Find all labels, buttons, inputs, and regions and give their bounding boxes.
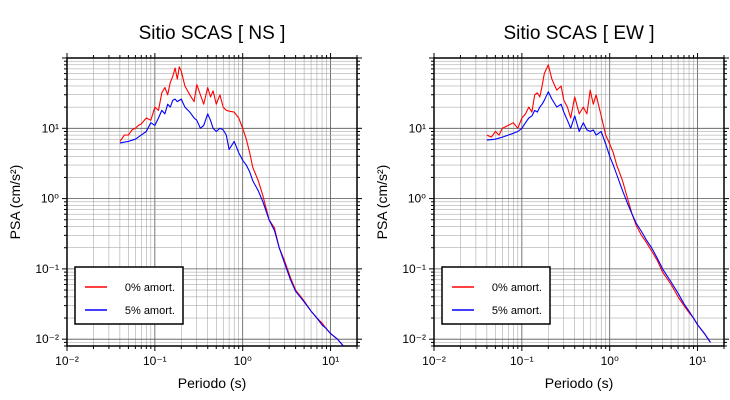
y-tick-label: 10⁻² xyxy=(35,332,59,346)
legend-entry-label: 5% amort. xyxy=(492,305,542,317)
x-tick-label: 10⁻² xyxy=(422,354,446,368)
y-tick-label: 10⁻² xyxy=(402,332,426,346)
y-tick-label: 10¹ xyxy=(42,121,59,135)
y-tick-label: 10⁰ xyxy=(408,192,426,206)
grid xyxy=(66,57,358,347)
y-tick-label: 10¹ xyxy=(409,121,426,135)
legend: 0% amort. 5% amort. xyxy=(74,266,184,325)
chart-title: Sitio SCAS [ NS ] xyxy=(139,23,286,44)
legend-box xyxy=(441,266,551,325)
x-tick-label: 10¹ xyxy=(689,354,706,368)
y-axis-label: PSA (cm/s²) xyxy=(374,165,390,240)
y-tick-label: 10⁻¹ xyxy=(402,262,426,276)
y-tick-label: 10⁻¹ xyxy=(35,262,59,276)
x-axis-label: Periodo (s) xyxy=(178,375,246,391)
x-axis-label: Periodo (s) xyxy=(545,375,613,391)
x-tick-label: 10⁻¹ xyxy=(510,354,534,368)
series-line-red xyxy=(486,64,711,343)
series-line-red xyxy=(119,66,344,346)
legend-entry-label: 5% amort. xyxy=(125,305,175,317)
y-tick-label: 10⁰ xyxy=(41,192,59,206)
chart-panel-2: 10⁻² 10⁻¹ 10⁰ 10¹ 10⁻² 10⁻¹ 10⁰ 10¹ Sitio SCAS [… xyxy=(374,23,729,391)
x-tick-label: 10⁻¹ xyxy=(143,354,167,368)
legend-entry-label: 0% amort. xyxy=(492,282,542,294)
chart-panel-1: 10⁻² 10⁻¹ 10⁰ 10¹ 10⁻² 10⁻¹ 10⁰ 10¹ Sitio SCAS [… xyxy=(7,23,362,391)
y-axis-label: PSA (cm/s²) xyxy=(7,165,23,240)
series-line-blue xyxy=(119,98,344,346)
legend-entry-label: 0% amort. xyxy=(125,282,175,294)
chart-title: Sitio SCAS [ EW ] xyxy=(504,23,655,44)
legend-box xyxy=(74,266,184,325)
x-tick-label: 10⁰ xyxy=(234,354,252,368)
x-tick-label: 10¹ xyxy=(322,354,339,368)
legend: 0% amort. 5% amort. xyxy=(441,266,551,325)
x-tick-label: 10⁰ xyxy=(601,354,619,368)
series-line-blue xyxy=(486,91,711,343)
x-tick-label: 10⁻² xyxy=(55,354,79,368)
